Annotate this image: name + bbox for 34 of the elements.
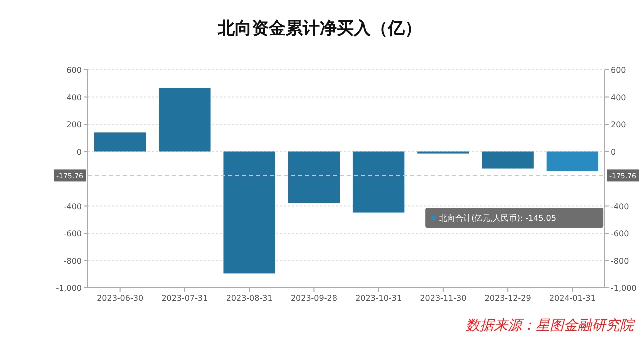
y2-tick-label: 200 xyxy=(611,120,626,130)
bar xyxy=(288,152,340,204)
y2-tick-label: -800 xyxy=(611,256,630,266)
x-tick-label: 2023-08-31 xyxy=(226,294,273,303)
x-tick-label: 2023-07-31 xyxy=(162,294,208,303)
bar xyxy=(224,152,276,274)
y2-tick-label: 0 xyxy=(611,148,616,157)
y2-tick-label: 600 xyxy=(611,66,626,75)
annotation: 北向合计(亿元,人民币): -145.05 xyxy=(440,214,556,223)
y-tick-label: -400 xyxy=(64,202,82,212)
y-tick-label: 600 xyxy=(66,66,82,75)
y2-tick-label: -1,000 xyxy=(611,284,637,293)
y2-tick-label: -600 xyxy=(611,230,630,238)
x-tick-label: 2023-11-30 xyxy=(420,294,467,303)
y-tick-label: -800 xyxy=(64,256,82,266)
y-tick-label: -1,000 xyxy=(56,284,82,293)
x-tick-label: 2023-06-30 xyxy=(97,294,144,303)
y-tick-label: -600 xyxy=(64,230,82,238)
x-tick-label: 2024-01-31 xyxy=(549,294,596,303)
chart-title: 北向资金累计净买入（亿） xyxy=(217,19,422,39)
y-tick-label: 0 xyxy=(76,148,82,157)
bar xyxy=(159,88,211,152)
x-tick-label: 2023-12-29 xyxy=(484,294,532,303)
y-tick-label: 400 xyxy=(66,93,82,102)
bar xyxy=(352,152,405,213)
bar xyxy=(94,132,146,152)
bar xyxy=(482,152,534,169)
x-tick-label: 2023-09-28 xyxy=(290,294,338,303)
y2-tick-label: -400 xyxy=(611,202,630,212)
x-tick-label: 2023-10-31 xyxy=(356,294,402,303)
y-tick-label: 200 xyxy=(66,120,82,130)
bar xyxy=(546,152,599,172)
y2-tick-label: 400 xyxy=(611,93,626,102)
source-note: 数据来源：星图金融研究院 xyxy=(466,318,636,334)
